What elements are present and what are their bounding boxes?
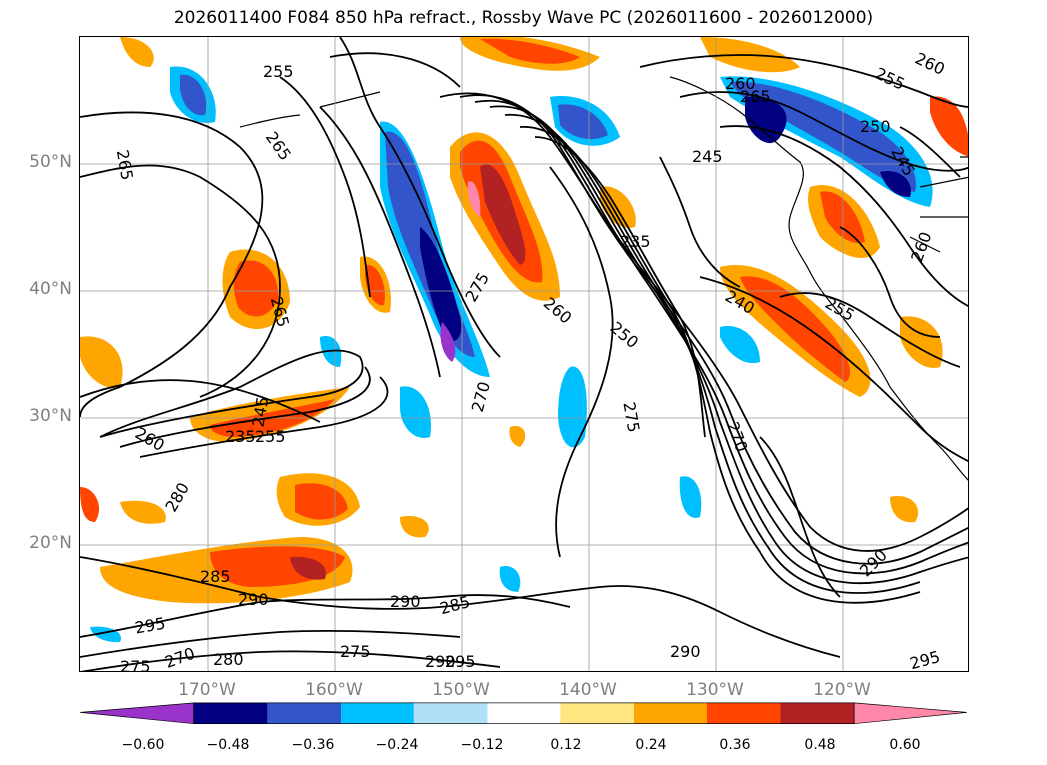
colorbar-swatch xyxy=(341,702,414,724)
colorbar xyxy=(80,702,967,725)
contour-label: 290 xyxy=(425,652,456,671)
contour-label: 290 xyxy=(670,642,701,661)
contour-label: 260 xyxy=(912,49,948,79)
contour-label: 255 xyxy=(872,64,908,94)
contour-label: 255 xyxy=(255,427,286,446)
lon-label-140w: 140°W xyxy=(559,680,617,700)
contour-label: 255 xyxy=(263,62,294,81)
contour-label: 235 xyxy=(620,232,651,251)
colorbar-tick: 0.12 xyxy=(550,737,582,753)
lon-label-170w: 170°W xyxy=(178,680,236,700)
colorbar-swatch xyxy=(413,702,488,724)
colorbar-tick: −0.24 xyxy=(375,737,419,753)
contour-label: 295 xyxy=(133,614,166,638)
lat-label-50n: 50°N xyxy=(29,152,72,172)
contour-label: 265 xyxy=(113,148,137,181)
contour-label: 285 xyxy=(200,567,231,586)
contour-label: 270 xyxy=(468,380,494,414)
coastline xyxy=(239,76,968,481)
contour-label: 245 xyxy=(692,147,723,166)
contour-label: 260 xyxy=(907,229,935,264)
lon-label-130w: 130°W xyxy=(686,680,744,700)
colorbar-tick: −0.48 xyxy=(206,737,250,753)
contour-label: 280 xyxy=(213,650,244,669)
contour-label: 265 xyxy=(740,87,771,106)
contour-label: 250 xyxy=(860,117,891,136)
contour-label: 265 xyxy=(262,128,295,164)
lat-label-30n: 30°N xyxy=(29,406,72,426)
colorbar-swatch xyxy=(634,702,707,724)
colorbar-tick: 0.36 xyxy=(719,737,751,753)
lon-label-120w: 120°W xyxy=(813,680,871,700)
contour-label: 275 xyxy=(120,657,151,672)
shaded-anomalies xyxy=(80,37,968,643)
lat-label-40n: 40°N xyxy=(29,279,72,299)
colorbar-tick: 0.24 xyxy=(635,737,667,753)
contour-label: 275 xyxy=(619,400,643,433)
colorbar-tick: 0.48 xyxy=(804,737,836,753)
colorbar-swatch xyxy=(560,702,634,724)
contour-label: 275 xyxy=(461,269,493,305)
colorbar-swatch xyxy=(780,702,855,724)
colorbar-tick: −0.60 xyxy=(121,737,165,753)
contour-label: 260 xyxy=(725,74,756,93)
colorbar-swatch xyxy=(193,702,268,724)
map-title: 2026011400 F084 850 hPa refract., Rossby… xyxy=(173,8,874,28)
colorbar-tick: 0.60 xyxy=(889,737,921,753)
contour-label: 235 xyxy=(225,427,256,446)
contour-label: 275 xyxy=(340,642,371,661)
colorbar-tick: −0.12 xyxy=(460,737,504,753)
contour-label: 290 xyxy=(238,590,269,609)
map-svg: 255 265 265 265 245 235 260 265 275 260 … xyxy=(80,37,968,672)
colorbar-swatch xyxy=(267,702,342,724)
colorbar-high-extend xyxy=(853,702,967,725)
contour-label: 290 xyxy=(390,592,421,611)
contour-label: 270 xyxy=(723,419,751,454)
lon-label-160w: 160°W xyxy=(305,680,363,700)
contour-label: 270 xyxy=(162,644,197,672)
contour-label: 295 xyxy=(908,647,942,672)
colorbar-swatch xyxy=(706,702,781,724)
colorbar-low-extend xyxy=(80,702,195,725)
colorbar-tick: −0.36 xyxy=(291,737,335,753)
contour-label: 295 xyxy=(445,652,476,671)
lat-label-20n: 20°N xyxy=(29,533,72,553)
contour-lines xyxy=(80,37,968,671)
contour-label: 280 xyxy=(161,479,193,515)
lon-label-150w: 150°W xyxy=(432,680,490,700)
colorbar-swatch xyxy=(487,702,561,724)
map-panel: 255 265 265 265 245 235 260 265 275 260 … xyxy=(79,36,969,672)
